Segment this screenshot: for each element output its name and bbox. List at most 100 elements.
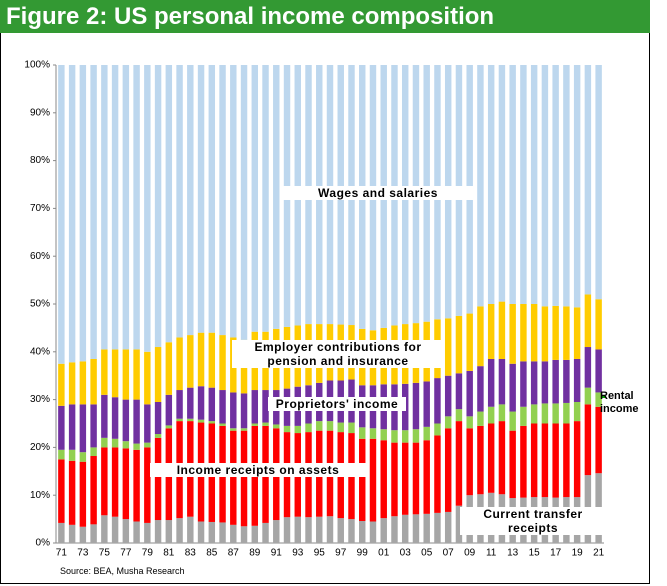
bar-segment (165, 520, 173, 543)
bar-segment (90, 404, 97, 448)
bar-segment (79, 65, 87, 362)
bar-segment (337, 422, 344, 433)
bar-segment (498, 421, 506, 495)
bar-segment (219, 423, 226, 426)
x-tick-label: 09 (464, 548, 476, 559)
bar-segment (584, 347, 592, 388)
bar-segment (455, 315, 463, 374)
bar-segment (101, 515, 108, 543)
bar-segment (326, 516, 334, 543)
bar-segment (434, 423, 441, 436)
bar-segment (412, 429, 420, 443)
bar-segment (573, 307, 581, 359)
bar-segment (111, 397, 119, 439)
bar-segment (520, 406, 527, 426)
bar-segment (434, 378, 441, 424)
bar-segment (219, 335, 226, 391)
bar-segment (412, 382, 420, 430)
bar-segment (477, 65, 484, 307)
bar-segment (68, 362, 76, 405)
bar-segment (359, 427, 366, 439)
bar-segment (541, 423, 549, 498)
bar-segment (144, 447, 151, 523)
bar-segment (509, 363, 516, 412)
bar-segment (573, 65, 581, 308)
bar-segment (348, 519, 355, 543)
bar-segment (584, 404, 592, 476)
bar-segment (541, 403, 549, 424)
series-label: Rental income (600, 390, 639, 415)
bar-segment (401, 430, 409, 443)
bar-segment (316, 421, 323, 431)
bar-segment (530, 304, 538, 362)
bar-segment (187, 335, 194, 388)
bar-segment (273, 424, 280, 429)
bar-segment (434, 435, 441, 513)
bar-segment (133, 443, 140, 450)
bar-segment (90, 65, 97, 359)
bar-segment (240, 428, 248, 431)
bar-segment (380, 429, 387, 441)
bar-segment (487, 358, 495, 407)
bar-segment (359, 521, 366, 543)
bar-segment (552, 359, 559, 404)
bar-segment (423, 381, 430, 427)
x-tick-label: 97 (335, 548, 347, 559)
y-tick-label: 80% (30, 155, 50, 166)
bar-segment (444, 511, 452, 543)
bar-segment (412, 442, 420, 515)
bar-segment (552, 423, 559, 498)
bar-segment (262, 422, 269, 426)
x-tick-label: 19 (572, 548, 584, 559)
x-tick-label: 89 (249, 548, 261, 559)
x-tick-label: 83 (185, 548, 197, 559)
bar-segment (187, 387, 194, 419)
bar-segment (444, 375, 452, 417)
bar-segment (68, 65, 76, 363)
x-tick-label: 87 (228, 548, 240, 559)
bar-segment (144, 522, 151, 543)
x-tick-label: 79 (142, 548, 154, 559)
bar-segment (283, 425, 291, 433)
bar-segment (348, 422, 355, 434)
bar-segment (154, 520, 162, 543)
bar-segment (477, 366, 484, 412)
bar-segment (176, 65, 183, 338)
bar-segment (111, 438, 119, 448)
x-tick-label: 07 (443, 548, 455, 559)
bar-segment (122, 448, 130, 520)
bar-segment (573, 401, 581, 422)
bar-segment (240, 526, 248, 543)
x-tick-label: 81 (163, 548, 175, 559)
x-tick-label: 93 (292, 548, 304, 559)
bar-segment (154, 401, 162, 435)
bar-segment (79, 404, 87, 453)
bar-segment (133, 349, 140, 400)
x-tick-label: 11 (486, 548, 497, 559)
bar-segment (208, 332, 216, 388)
source: Source: BEA, Musha Research (60, 566, 185, 576)
bar-segment (208, 387, 216, 422)
bar-segment (262, 522, 269, 543)
bar-segment (466, 416, 473, 429)
bar-segment (101, 394, 108, 438)
bar-segment (509, 304, 516, 364)
bar-segment (58, 522, 65, 543)
bar-segment (111, 516, 119, 543)
bar-segment (423, 440, 430, 514)
bar-segment (380, 518, 387, 543)
bar-segment (240, 430, 248, 527)
bar-segment (90, 358, 97, 405)
bar-segment (498, 358, 506, 405)
x-tick-label: 21 (593, 548, 605, 559)
series-label: Employer contributions for pension and i… (232, 340, 444, 368)
bar-segment (477, 425, 484, 495)
bar-segment (369, 438, 377, 522)
y-tick-label: 90% (30, 107, 50, 118)
bar-segment (391, 430, 398, 443)
bar-segment (165, 342, 173, 395)
bar-segment (530, 423, 538, 498)
bar-segment (219, 522, 226, 543)
x-tick-label: 91 (271, 548, 283, 559)
bar-segment (530, 361, 538, 405)
